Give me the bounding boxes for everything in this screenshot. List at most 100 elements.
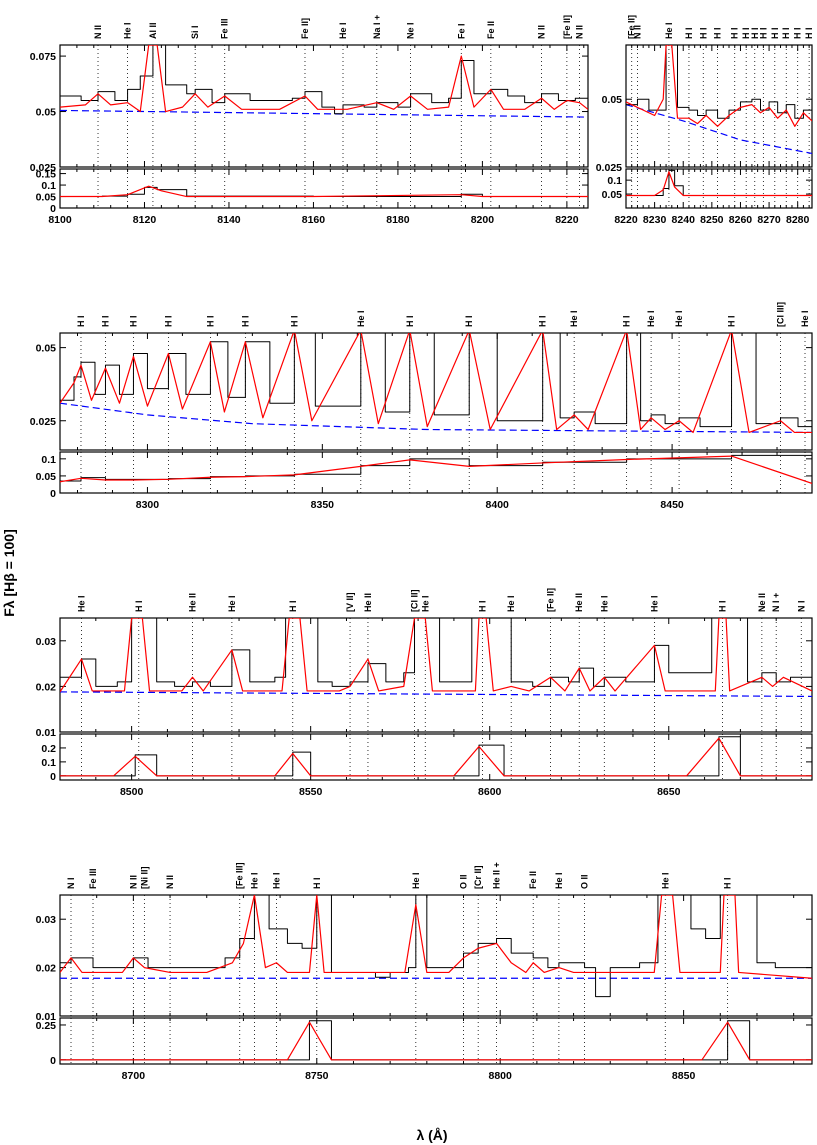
line-id-label: H I xyxy=(405,315,415,327)
line-id-label: He I xyxy=(227,595,237,612)
line-id-label: H I xyxy=(312,877,322,889)
panel-row2: H I H I H I H I H I H I H I He I H I H I H I He I H … xyxy=(30,302,813,511)
line-id-label: He I xyxy=(646,310,656,327)
line-id-label: O II xyxy=(580,874,590,889)
line-id-label: O II xyxy=(459,874,469,889)
upper-observed-spectrum xyxy=(60,895,812,998)
line-id-label: He I xyxy=(420,595,430,612)
x-tick-label: 8250 xyxy=(700,214,724,226)
x-tick-label: 8500 xyxy=(120,786,144,798)
line-id-label: N II xyxy=(537,25,547,39)
line-id-label: He I xyxy=(356,310,366,327)
line-id-label: H I xyxy=(288,600,298,612)
y-tick-label: 0.05 xyxy=(36,107,57,119)
x-tick-label: 8160 xyxy=(302,214,326,226)
y-tick-label: 0.03 xyxy=(36,636,57,648)
line-id-label: H I xyxy=(758,27,768,39)
continuum-fit xyxy=(60,109,588,118)
x-tick-label: 8850 xyxy=(672,1070,696,1082)
line-id-label: Fe III xyxy=(220,18,230,39)
continuum-fit xyxy=(60,691,812,698)
x-tick-label: 8100 xyxy=(48,214,72,226)
line-id-label: H I xyxy=(205,315,215,327)
line-id-label: Si I xyxy=(190,25,200,39)
x-tick-label: 8650 xyxy=(657,786,681,798)
upper-observed-spectrum xyxy=(60,333,812,428)
line-id-label: Fe III xyxy=(88,868,98,889)
line-id-label: H I xyxy=(538,315,548,327)
y-tick-label: 0.1 xyxy=(41,180,56,192)
x-tick-label: 8200 xyxy=(471,214,495,226)
upper-frame xyxy=(625,44,813,168)
y-tick-label: 0.2 xyxy=(41,743,56,755)
x-tick-label: 8400 xyxy=(486,499,510,511)
y-tick-label: 0.025 xyxy=(596,162,622,174)
line-id-label: He I xyxy=(800,310,810,327)
line-id-label: H I xyxy=(741,27,751,39)
line-id-label: He I xyxy=(76,595,86,612)
x-tick-label: 8300 xyxy=(136,499,160,511)
line-id-label: N II xyxy=(165,875,175,889)
line-id-label: He II xyxy=(574,593,584,612)
y-tick-label: 0.05 xyxy=(602,94,623,106)
line-id-label: He II xyxy=(363,593,373,612)
line-id-label: H I xyxy=(750,27,760,39)
line-id-label: H I xyxy=(128,315,138,327)
lower-frame xyxy=(59,733,813,781)
line-id-label: Ne I xyxy=(406,22,416,39)
line-id-label: H I xyxy=(713,27,723,39)
x-tick-label: 8220 xyxy=(555,214,579,226)
line-id-label: He I xyxy=(569,310,579,327)
line-id-label: [Cr II] xyxy=(473,865,483,889)
y-tick-label: 0 xyxy=(50,203,56,215)
lower-frame xyxy=(59,1017,813,1065)
x-tick-label: 8140 xyxy=(217,214,241,226)
line-id-label: He I xyxy=(599,595,609,612)
line-id-label: He I xyxy=(664,22,674,39)
x-axis-label: λ (Å) xyxy=(416,1127,447,1143)
y-tick-label: 0 xyxy=(50,1055,56,1067)
line-id-label: H I xyxy=(622,315,632,327)
y-tick-label: 0.05 xyxy=(36,192,57,204)
x-tick-label: 8800 xyxy=(489,1070,513,1082)
line-id-label: H I xyxy=(793,27,803,39)
line-id-label: H I xyxy=(804,27,814,39)
line-id-label: Fe II] xyxy=(300,18,310,39)
line-id-label: [Ni II] xyxy=(139,867,149,890)
x-tick-label: 8270 xyxy=(757,214,781,226)
line-id-label: N II xyxy=(632,25,642,39)
line-id-label: N II xyxy=(128,875,138,889)
upper-frame xyxy=(59,894,813,1017)
line-id-label: [Cl III] xyxy=(776,302,786,327)
y-tick-label: 0 xyxy=(50,771,56,783)
y-tick-label: 0.02 xyxy=(36,963,57,975)
line-id-label: H I xyxy=(684,27,694,39)
line-id-label: He I xyxy=(660,872,670,889)
x-tick-label: 8700 xyxy=(122,1070,146,1082)
lower-frame xyxy=(625,168,813,209)
y-tick-label: 0.05 xyxy=(36,471,57,483)
line-id-label: He I xyxy=(338,22,348,39)
line-id-label: Fe I xyxy=(456,23,466,39)
line-id-label: He I xyxy=(674,310,684,327)
line-id-label: N II xyxy=(93,25,103,39)
lower-model-spectrum xyxy=(626,171,812,197)
line-id-label: H I xyxy=(698,27,708,39)
y-tick-label: 0.25 xyxy=(36,1020,57,1032)
panel-row4: N I Fe III N II [Ni II] N II [Fe III] He I He I… xyxy=(36,862,813,1082)
lower-model-spectrum xyxy=(60,737,812,777)
line-id-label: He I xyxy=(649,595,659,612)
line-id-label: [Fe II] xyxy=(627,15,637,39)
line-id-label: N II xyxy=(575,25,585,39)
upper-observed-spectrum xyxy=(626,45,812,119)
line-id-label: Al II xyxy=(148,22,158,39)
y-tick-label: 0.1 xyxy=(607,175,622,187)
line-id-label: H I xyxy=(464,315,474,327)
x-tick-label: 8750 xyxy=(305,1070,329,1082)
x-tick-label: 8350 xyxy=(311,499,335,511)
line-id-label: He I xyxy=(123,22,133,39)
y-tick-label: 0.1 xyxy=(41,757,56,769)
line-id-label: H I xyxy=(289,315,299,327)
